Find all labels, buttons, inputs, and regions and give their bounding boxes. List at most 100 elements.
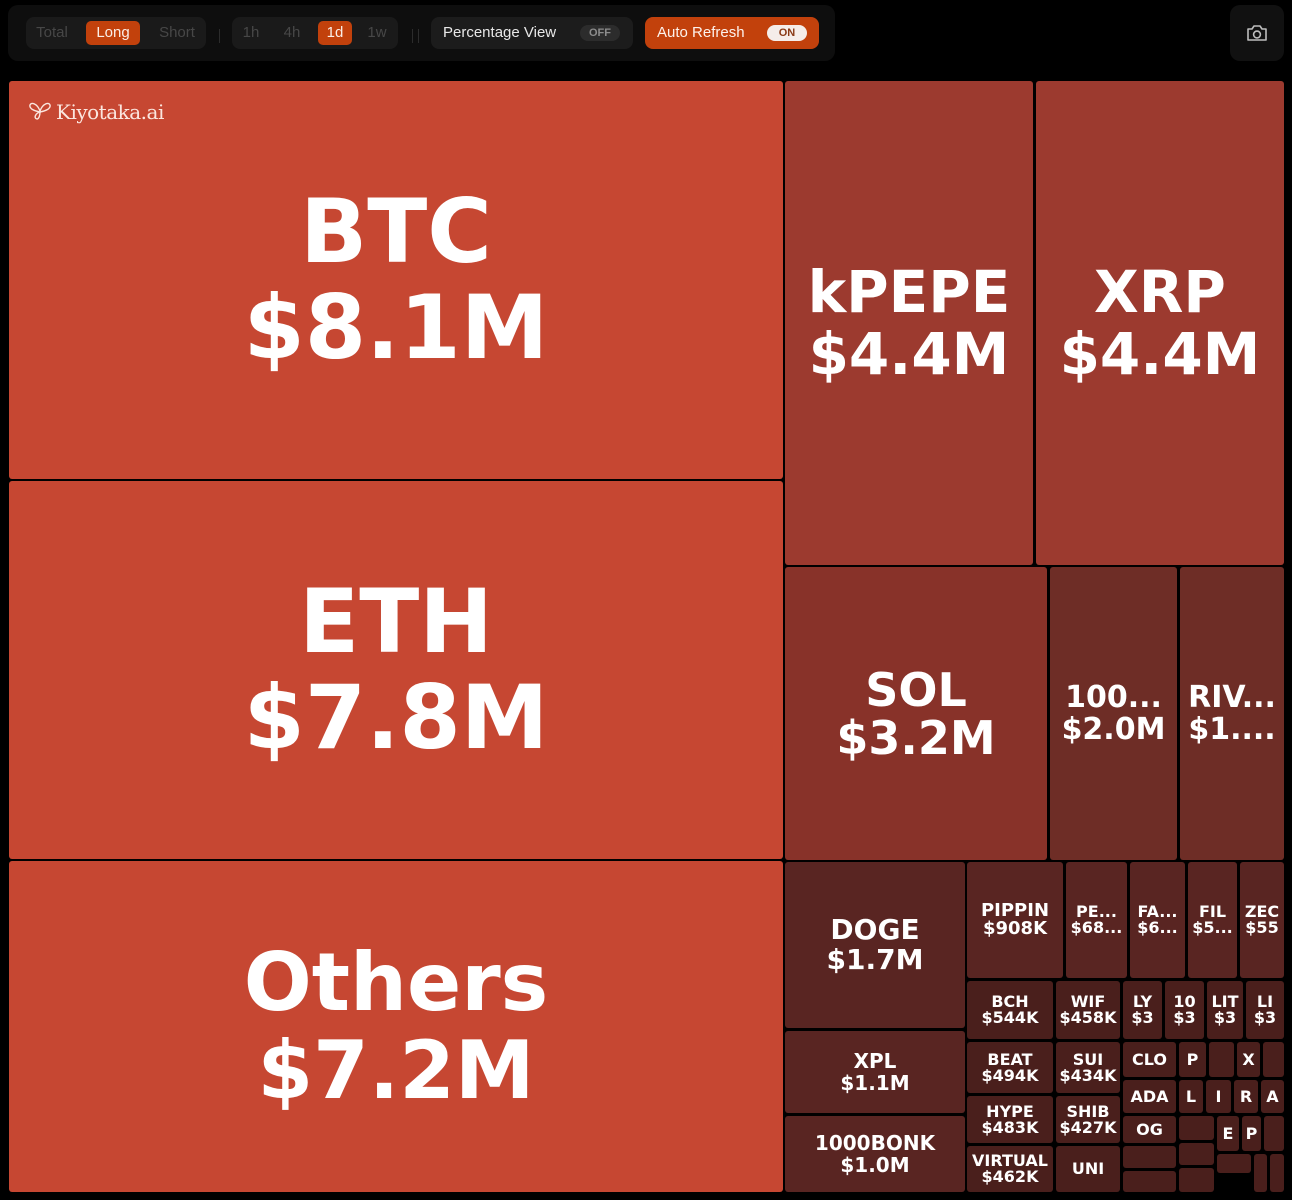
tile-symbol: FIL	[1198, 902, 1227, 921]
butterfly-icon	[29, 102, 51, 120]
tile-symbol: VIRTUAL	[972, 1151, 1048, 1170]
side-option-long[interactable]: Long	[86, 21, 140, 45]
heatmap-tile[interactable]	[1179, 1168, 1214, 1192]
heatmap-tile[interactable]: PIPPIN $908K	[967, 862, 1063, 978]
tile-value: $3	[1213, 1008, 1237, 1027]
timeframe-option-4h[interactable]: 4h	[283, 24, 301, 41]
auto-refresh-toggle[interactable]: Auto Refresh ON	[645, 17, 819, 49]
heatmap-tile[interactable]: FA... $6...	[1130, 862, 1185, 978]
heatmap-tile[interactable]	[1179, 1116, 1214, 1140]
tile-symbol: LY	[1132, 992, 1153, 1011]
heatmap-tile[interactable]: PE... $68...	[1066, 862, 1127, 978]
tile-symbol: HYPE	[986, 1101, 1034, 1121]
heatmap-tile[interactable]: P	[1179, 1042, 1206, 1077]
tile-value: $6...	[1137, 918, 1178, 937]
heatmap-tile[interactable]: X	[1237, 1042, 1260, 1077]
heatmap-tile[interactable]: Others $7.2M	[9, 861, 783, 1192]
tile-value: $68...	[1070, 918, 1123, 937]
tile-value: $5...	[1192, 918, 1233, 937]
heatmap-tile[interactable]: R	[1234, 1080, 1258, 1113]
heatmap-tile[interactable]: SHIB $427K	[1056, 1096, 1120, 1143]
tile-symbol: XPL	[853, 1049, 897, 1073]
tile-symbol: DOGE	[830, 913, 920, 946]
heatmap-tile[interactable]	[1123, 1171, 1176, 1192]
heatmap-tile[interactable]: SOL $3.2M	[785, 567, 1047, 860]
tile-symbol: ZEC	[1244, 902, 1280, 921]
heatmap-tile[interactable]: L	[1179, 1080, 1203, 1113]
heatmap-tile[interactable]: E	[1217, 1116, 1239, 1151]
heatmap-tile[interactable]	[1217, 1154, 1251, 1173]
tile-value: $1.1M	[840, 1071, 910, 1095]
heatmap-tile[interactable]	[1209, 1042, 1234, 1077]
divider	[418, 29, 419, 43]
heatmap-tile[interactable]: 100... $2.0M	[1050, 567, 1177, 860]
camera-icon	[1247, 25, 1267, 41]
heatmap-tile[interactable]: LY $3	[1123, 981, 1162, 1039]
heatmap-tile[interactable]: DOGE $1.7M	[785, 862, 965, 1028]
heatmap-tile[interactable]: XPL $1.1M	[785, 1031, 965, 1113]
heatmap-tile[interactable]: HYPE $483K	[967, 1096, 1053, 1143]
heatmap-tile[interactable]	[1264, 1116, 1284, 1151]
heatmap-tile[interactable]	[1123, 1146, 1176, 1168]
heatmap-tile[interactable]: WIF $458K	[1056, 981, 1120, 1039]
tile-symbol: UNI	[1071, 1159, 1105, 1178]
heatmap-tile[interactable]: OG	[1123, 1116, 1176, 1143]
tile-value: $462K	[981, 1167, 1039, 1186]
tile-symbol: I	[1215, 1086, 1222, 1106]
heatmap-tile[interactable]: LIT $3	[1207, 981, 1243, 1039]
tile-value: $544K	[981, 1008, 1039, 1027]
divider	[219, 29, 220, 43]
heatmap-tile[interactable]: kPEPE $4.4M	[785, 81, 1033, 565]
heatmap-tile[interactable]: BCH $544K	[967, 981, 1053, 1039]
heatmap-tile[interactable]: 1000BONK $1.0M	[785, 1116, 965, 1192]
tile-value: $483K	[981, 1117, 1039, 1137]
snapshot-button[interactable]	[1230, 5, 1284, 61]
side-option-short[interactable]: Short	[159, 24, 195, 41]
timeframe-option-1h[interactable]: 1h	[242, 24, 260, 41]
heatmap-tile[interactable]: 10 $3	[1165, 981, 1204, 1039]
heatmap-tile[interactable]: ETH $7.8M	[9, 481, 783, 859]
tile-symbol: X	[1242, 1049, 1255, 1069]
tile-value: $2.0M	[1061, 711, 1166, 747]
heatmap-tile[interactable]: XRP $4.4M	[1036, 81, 1284, 565]
timeframe-option-1w[interactable]: 1w	[367, 24, 387, 41]
heatmap-tile[interactable]: LI $3	[1246, 981, 1284, 1039]
tile-value: $3.2M	[836, 710, 996, 765]
tile-value: $4.4M	[1059, 320, 1261, 388]
tile-symbol: 10	[1173, 992, 1196, 1011]
heatmap-tile[interactable]: FIL $5...	[1188, 862, 1237, 978]
heatmap-tile[interactable]: ADA	[1123, 1080, 1176, 1113]
heatmap-tile[interactable]: VIRTUAL $462K	[967, 1146, 1053, 1192]
heatmap-tile[interactable]: RIV... $1....	[1180, 567, 1284, 860]
tile-symbol: P	[1245, 1123, 1258, 1143]
heatmap-tile[interactable]: SUI $434K	[1056, 1042, 1120, 1093]
heatmap-tile[interactable]: BEAT $494K	[967, 1042, 1053, 1093]
heatmap-tile[interactable]: I	[1206, 1080, 1231, 1113]
heatmap-tile[interactable]: UNI	[1056, 1146, 1120, 1192]
brand-logo: Kiyotaka.ai	[29, 99, 169, 125]
timeframe-option-1d[interactable]: 1d	[318, 21, 352, 45]
heatmap-tile[interactable]: CLO	[1123, 1042, 1176, 1077]
heatmap-tile[interactable]: BTC $8.1M	[9, 81, 783, 479]
heatmap-tile[interactable]	[1254, 1154, 1267, 1192]
side-filter: Total Long Short	[26, 17, 206, 49]
heatmap-tile[interactable]	[1270, 1154, 1284, 1192]
heatmap-tile[interactable]: A	[1261, 1080, 1284, 1113]
heatmap-tile[interactable]	[1263, 1042, 1284, 1077]
tile-value: $1.7M	[826, 943, 924, 976]
percentage-view-toggle[interactable]: Percentage View OFF	[431, 17, 633, 49]
tile-symbol: P	[1186, 1049, 1199, 1069]
heatmap-tile[interactable]	[1179, 1143, 1214, 1165]
side-option-total[interactable]: Total	[36, 24, 68, 41]
tile-value: $908K	[982, 918, 1048, 939]
heatmap-tile[interactable]: ZEC $55	[1240, 862, 1284, 978]
tile-symbol: OG	[1136, 1119, 1163, 1139]
brand-name: Kiyotaka.ai	[56, 100, 164, 124]
tile-symbol: BCH	[991, 992, 1029, 1011]
tile-value: $1.0M	[840, 1153, 910, 1177]
heatmap-tile[interactable]: P	[1242, 1116, 1261, 1151]
tile-value: $55	[1245, 918, 1279, 937]
tile-symbol: R	[1239, 1086, 1253, 1106]
tile-symbol: 1000BONK	[814, 1131, 936, 1155]
tile-symbol: BTC	[300, 180, 492, 283]
